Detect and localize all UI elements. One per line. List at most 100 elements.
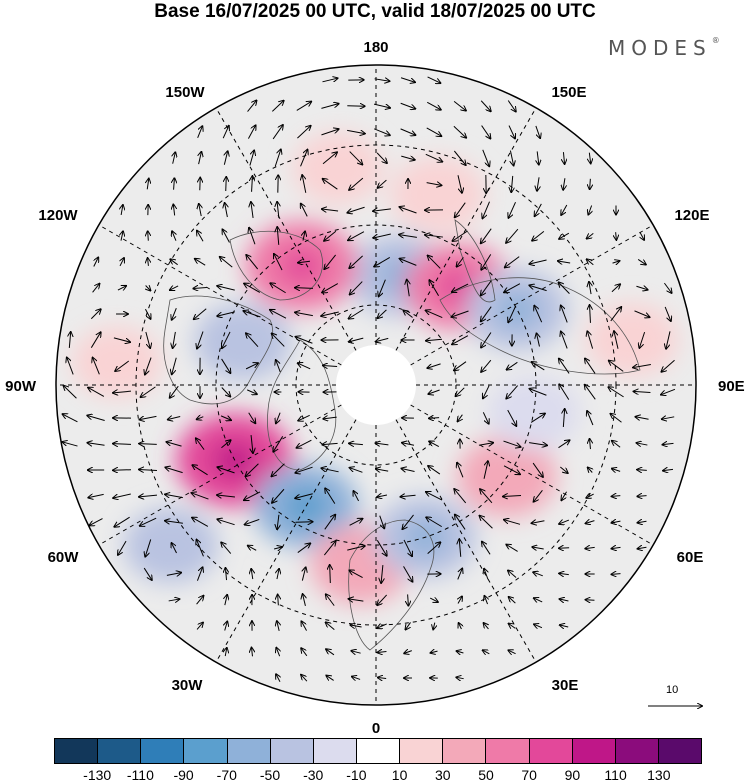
colorbar-swatch bbox=[184, 739, 228, 763]
wind-arrow bbox=[400, 102, 416, 109]
wind-arrow bbox=[612, 441, 621, 448]
wind-arrow bbox=[94, 257, 98, 267]
wind-arrow bbox=[273, 436, 284, 451]
colorbar-tick-label: 110 bbox=[604, 767, 627, 783]
wind-arrow bbox=[589, 282, 591, 295]
wind-arrow bbox=[426, 492, 443, 501]
wind-arrow bbox=[173, 331, 176, 348]
wind-arrow bbox=[663, 282, 671, 293]
wind-arrow bbox=[199, 204, 201, 217]
wind-arrow bbox=[402, 443, 415, 446]
wind-arrow bbox=[165, 521, 183, 523]
wind-arrow bbox=[534, 306, 543, 323]
wind-arrow bbox=[322, 209, 339, 211]
wind-arrow bbox=[378, 179, 387, 188]
wind-arrow bbox=[373, 103, 390, 108]
wind-arrow bbox=[610, 307, 621, 322]
wind-arrow bbox=[530, 414, 545, 423]
wind-arrow bbox=[121, 205, 123, 216]
wind-arrow bbox=[483, 385, 490, 399]
wind-arrow bbox=[456, 677, 464, 678]
wind-arrow bbox=[636, 286, 647, 289]
wind-arrow bbox=[87, 416, 105, 421]
wind-arrow bbox=[561, 491, 567, 500]
wind-arrow bbox=[118, 540, 127, 555]
wind-arrow bbox=[148, 258, 149, 266]
wind-arrow bbox=[325, 488, 336, 504]
wind-arrow bbox=[322, 283, 339, 293]
wind-arrow bbox=[326, 594, 335, 606]
wind-arrow bbox=[609, 361, 624, 372]
wind-arrow bbox=[530, 389, 547, 396]
wind-arrow bbox=[141, 386, 156, 397]
wind-arrow bbox=[245, 363, 258, 370]
reference-vector: 10 bbox=[646, 684, 706, 714]
wind-arrow bbox=[197, 126, 203, 138]
wind-arrow bbox=[139, 469, 158, 470]
coastline-siberia bbox=[439, 277, 641, 375]
wind-arrow bbox=[272, 334, 285, 347]
wind-arrow bbox=[349, 308, 364, 318]
wind-arrow bbox=[378, 309, 387, 318]
wind-arrow bbox=[433, 622, 435, 630]
colorbar-swatch bbox=[55, 739, 99, 763]
wind-arrow bbox=[400, 128, 416, 135]
wind-arrow bbox=[506, 228, 519, 243]
wind-arrow bbox=[560, 599, 569, 601]
wind-arrow bbox=[373, 209, 391, 211]
wind-arrow bbox=[217, 311, 235, 316]
wind-arrow bbox=[224, 151, 227, 165]
wind-arrow bbox=[532, 547, 544, 549]
wind-arrow bbox=[173, 205, 174, 216]
lon-label-0: 0 bbox=[372, 720, 380, 737]
wind-arrow bbox=[480, 489, 493, 504]
wind-arrow bbox=[457, 651, 464, 653]
wind-arrow bbox=[88, 494, 104, 497]
colorbar-tick-label: -110 bbox=[126, 767, 154, 783]
wind-arrow bbox=[244, 284, 261, 293]
wind-arrow bbox=[272, 101, 283, 112]
wind-arrow bbox=[426, 310, 443, 319]
lon-label-120e: 120E bbox=[674, 207, 709, 224]
wind-arrow bbox=[661, 388, 676, 394]
wind-arrow bbox=[297, 126, 310, 139]
wind-arrow bbox=[503, 495, 522, 496]
wind-arrow bbox=[113, 337, 130, 342]
wind-arrow bbox=[353, 491, 359, 502]
wind-arrow bbox=[481, 359, 492, 372]
wind-arrow bbox=[534, 624, 543, 627]
wind-arrow bbox=[458, 414, 463, 422]
wind-arrow bbox=[403, 539, 412, 556]
colorbar-swatch bbox=[313, 739, 357, 763]
wind-arrow bbox=[373, 128, 390, 135]
wind-arrow bbox=[303, 232, 305, 241]
wind-arrow bbox=[168, 416, 181, 419]
wind-arrow bbox=[635, 417, 649, 419]
wind-arrow bbox=[225, 595, 227, 606]
wind-arrow bbox=[506, 385, 519, 399]
wind-arrow bbox=[347, 130, 365, 133]
wind-arrow bbox=[404, 651, 412, 654]
wind-arrow bbox=[278, 595, 279, 606]
wind-arrow bbox=[252, 648, 253, 657]
wind-arrow bbox=[508, 650, 516, 653]
anomaly-blob bbox=[71, 326, 162, 399]
wind-arrow bbox=[249, 151, 254, 166]
wind-arrow bbox=[276, 674, 280, 682]
wind-arrow bbox=[192, 465, 208, 476]
wind-arrow bbox=[302, 567, 305, 581]
colorbar bbox=[54, 738, 702, 764]
wind-arrow bbox=[558, 261, 571, 263]
colorbar-tick-label: -10 bbox=[346, 767, 367, 783]
wind-arrow bbox=[166, 442, 182, 447]
wind-arrow bbox=[666, 331, 671, 348]
wind-arrow bbox=[270, 283, 286, 294]
wind-arrow bbox=[347, 206, 365, 212]
wind-arrow bbox=[349, 151, 363, 165]
colorbar-swatch bbox=[270, 739, 314, 763]
wind-arrow bbox=[349, 337, 364, 342]
colorbar-tick-label: -90 bbox=[173, 767, 194, 783]
wind-arrow bbox=[300, 150, 308, 167]
wind-arrow bbox=[226, 177, 227, 192]
wind-arrow bbox=[481, 332, 492, 347]
